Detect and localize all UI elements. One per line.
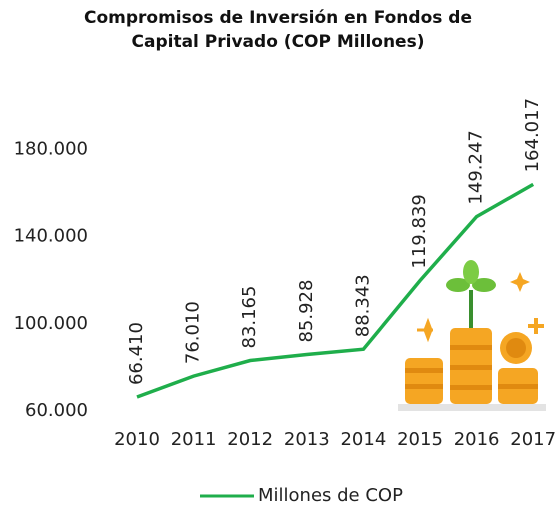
y-tick-label: 100.000 <box>14 313 88 334</box>
legend-label: Millones de COP <box>258 485 403 506</box>
value-label: 119.839 <box>409 194 430 268</box>
chart-title: Compromisos de Inversión en Fondos de Ca… <box>68 6 488 54</box>
value-label: 76.010 <box>183 301 204 364</box>
x-tick-label: 2015 <box>397 429 443 450</box>
x-tick-label: 2016 <box>454 429 500 450</box>
y-tick-label: 180.000 <box>14 139 88 160</box>
chart: Millones de COP 60.000 100.000 140.000 180.… <box>0 0 557 507</box>
x-tick-label: 2012 <box>227 429 273 450</box>
value-label: 88.343 <box>352 274 373 337</box>
x-tick-label: 2010 <box>114 429 160 450</box>
y-tick-label: 140.000 <box>14 226 88 247</box>
value-label: 83.165 <box>239 286 260 349</box>
value-label: 85.928 <box>296 280 317 343</box>
x-tick-label: 2014 <box>340 429 386 450</box>
x-tick-label: 2013 <box>284 429 330 450</box>
x-tick-label: 2011 <box>171 429 217 450</box>
value-label: 66.410 <box>126 322 147 385</box>
x-tick-label: 2017 <box>510 429 556 450</box>
page: Millones de COP 60.000 100.000 140.000 180.… <box>0 0 557 507</box>
y-tick-label: 60.000 <box>25 400 88 421</box>
value-label: 164.017 <box>522 98 543 172</box>
value-label: 149.247 <box>466 130 487 204</box>
